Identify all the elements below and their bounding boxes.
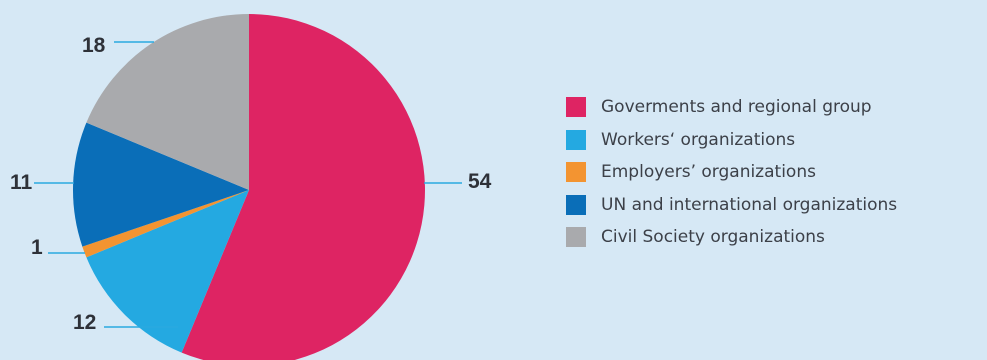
data-label-civil-society: 18 bbox=[82, 34, 106, 57]
legend-item-workers: Workers‘ organizations bbox=[566, 129, 897, 151]
legend-label-governments: Goverments and regional group bbox=[601, 97, 872, 117]
legend-item-civil-society: Civil Society organizations bbox=[566, 226, 897, 248]
data-label-employers: 1 bbox=[31, 236, 43, 259]
legend-swatch-civil-society bbox=[566, 227, 586, 247]
data-label-governments: 54 bbox=[468, 170, 492, 193]
legend-item-employers: Employers’ organizations bbox=[566, 161, 897, 183]
pie-slice-employers bbox=[82, 190, 249, 258]
legend-label-workers: Workers‘ organizations bbox=[601, 129, 796, 150]
legend: Goverments and regional group Workers‘ o… bbox=[566, 96, 897, 259]
legend-item-governments: Goverments and regional group bbox=[566, 96, 897, 118]
pie-slice-governments bbox=[181, 14, 425, 360]
legend-swatch-workers bbox=[566, 129, 586, 150]
legend-swatch-employers bbox=[566, 162, 586, 182]
data-label-workers: 12 bbox=[73, 311, 97, 334]
legend-label-employers: Employers’ organizations bbox=[601, 162, 816, 182]
legend-label-un-international: UN and international organizations bbox=[601, 194, 898, 215]
legend-item-un-international: UN and international organizations bbox=[566, 194, 897, 216]
legend-swatch-un-international bbox=[566, 194, 586, 215]
legend-swatch-governments bbox=[566, 97, 586, 117]
pie-slice-civil-society bbox=[86, 14, 249, 190]
data-label-un-international: 11 bbox=[10, 171, 33, 194]
leader-lines bbox=[34, 41, 462, 328]
pie-slices bbox=[73, 14, 425, 360]
legend-label-civil-society: Civil Society organizations bbox=[601, 227, 825, 247]
pie-slice-workers bbox=[86, 190, 249, 353]
pie-slice-un-international bbox=[73, 122, 250, 247]
